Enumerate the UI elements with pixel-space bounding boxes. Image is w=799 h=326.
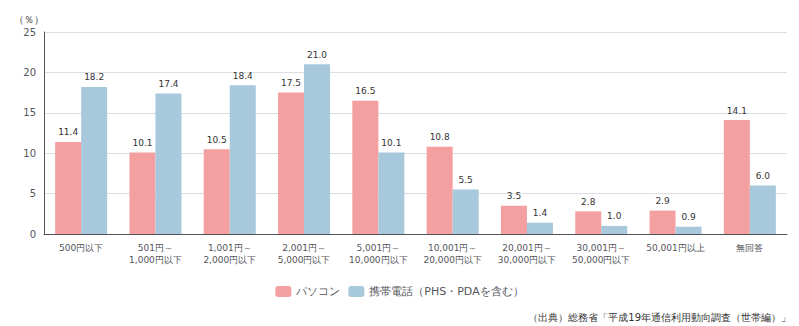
svg-text:17.4: 17.4 bbox=[158, 79, 178, 89]
svg-text:10.5: 10.5 bbox=[207, 135, 227, 145]
svg-text:10.1: 10.1 bbox=[132, 138, 152, 148]
svg-text:無回答: 無回答 bbox=[736, 243, 763, 253]
svg-text:パソコン: パソコン bbox=[295, 285, 340, 298]
svg-text:1,001円～: 1,001円～ bbox=[208, 243, 252, 253]
svg-text:5,000円以下: 5,000円以下 bbox=[278, 255, 331, 265]
svg-text:20: 20 bbox=[23, 67, 36, 78]
svg-text:10,000円以下: 10,000円以下 bbox=[349, 255, 408, 265]
svg-text:5.5: 5.5 bbox=[458, 175, 472, 185]
svg-text:501円～: 501円～ bbox=[138, 243, 173, 253]
svg-text:1.0: 1.0 bbox=[607, 211, 622, 221]
svg-text:2,001円～: 2,001円～ bbox=[282, 243, 326, 253]
svg-text:2.9: 2.9 bbox=[655, 196, 670, 206]
svg-text:10,001円～: 10,001円～ bbox=[428, 243, 478, 253]
svg-text:3.5: 3.5 bbox=[507, 191, 521, 201]
svg-text:0: 0 bbox=[30, 229, 36, 240]
svg-text:18.2: 18.2 bbox=[84, 72, 104, 82]
svg-text:（％）: （％） bbox=[14, 14, 44, 25]
svg-text:25: 25 bbox=[23, 27, 36, 38]
svg-text:11.4: 11.4 bbox=[58, 127, 78, 137]
svg-text:30,001円～: 30,001円～ bbox=[577, 243, 627, 253]
svg-text:30,000円以下: 30,000円以下 bbox=[498, 255, 557, 265]
svg-text:17.5: 17.5 bbox=[281, 78, 301, 88]
svg-text:1,000円以下: 1,000円以下 bbox=[129, 255, 182, 265]
svg-text:500円以下: 500円以下 bbox=[59, 243, 103, 253]
svg-text:5,001円～: 5,001円～ bbox=[356, 243, 400, 253]
svg-text:16.5: 16.5 bbox=[355, 86, 375, 96]
svg-text:2.8: 2.8 bbox=[581, 197, 596, 207]
svg-text:21.0: 21.0 bbox=[307, 50, 327, 60]
svg-text:2,000円以下: 2,000円以下 bbox=[203, 255, 256, 265]
svg-text:14.1: 14.1 bbox=[727, 106, 747, 116]
svg-text:15: 15 bbox=[23, 107, 36, 118]
svg-text:10.8: 10.8 bbox=[430, 132, 450, 142]
svg-text:（出典）総務省「平成19年通信利用動向調査（世帯編）」: （出典）総務省「平成19年通信利用動向調査（世帯編）」 bbox=[528, 312, 791, 323]
svg-text:6.0: 6.0 bbox=[756, 171, 771, 181]
svg-text:20,000円以下: 20,000円以下 bbox=[423, 255, 482, 265]
svg-text:20,001円～: 20,001円～ bbox=[502, 243, 552, 253]
svg-text:50,001円以上: 50,001円以上 bbox=[646, 243, 705, 253]
svg-text:5: 5 bbox=[30, 188, 36, 199]
svg-text:18.4: 18.4 bbox=[233, 71, 253, 81]
svg-text:携帯電話（PHS・PDAを含む）: 携帯電話（PHS・PDAを含む） bbox=[369, 285, 523, 298]
svg-text:50,000円以下: 50,000円以下 bbox=[572, 255, 631, 265]
svg-text:10: 10 bbox=[23, 148, 36, 159]
svg-text:0.9: 0.9 bbox=[681, 212, 696, 222]
svg-text:1.4: 1.4 bbox=[533, 208, 548, 218]
svg-text:10.1: 10.1 bbox=[381, 138, 401, 148]
